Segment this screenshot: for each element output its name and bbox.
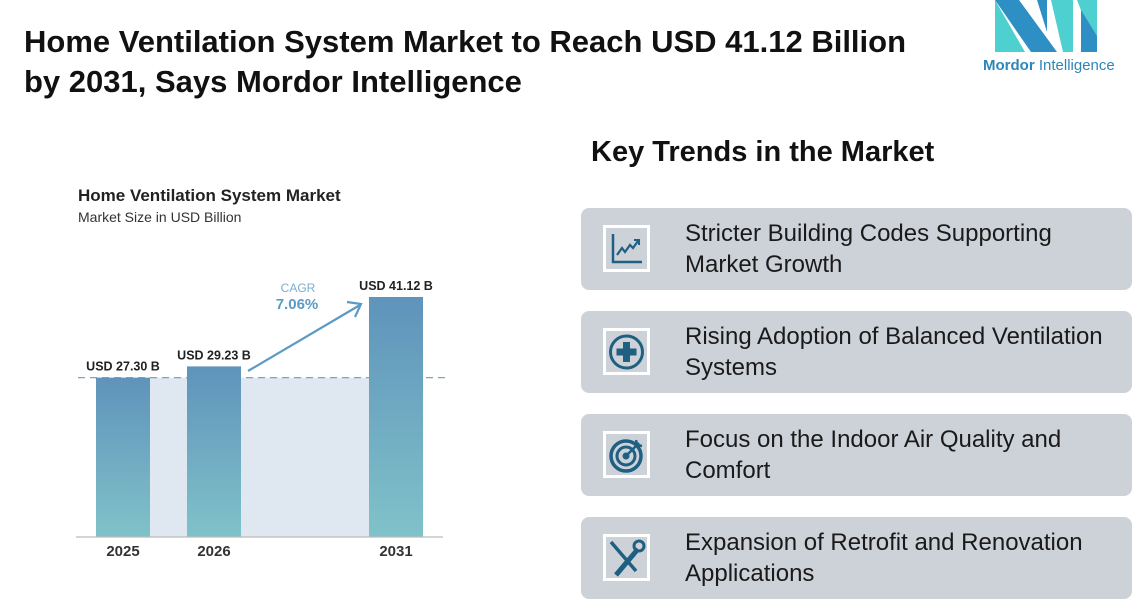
logo-text: Mordor Intelligence [983,57,1115,74]
trend-card: Expansion of Retrofit and Renovation App… [581,517,1132,599]
bar-2026 [187,366,241,537]
x-tick-label: 2026 [197,543,230,560]
plus-circle-icon [609,334,644,370]
reference-band [96,377,423,537]
cagr-label: CAGR [281,281,316,295]
data-label: USD 27.30 B [86,360,160,374]
data-label: USD 29.23 B [177,348,251,362]
bar-2031 [369,297,423,537]
chart-subtitle: Market Size in USD Billion [78,209,242,225]
trend-text: Rising Adoption of Balanced Ventilation … [685,323,1103,381]
chart-title: Home Ventilation System Market [78,186,341,205]
bar-2025 [96,377,150,537]
trend-card: Focus on the Indoor Air Quality and Comf… [581,414,1132,496]
data-label: USD 41.12 B [359,279,433,293]
chart-growth-icon [611,234,642,264]
trend-text: Focus on the Indoor Air Quality and Comf… [685,426,1062,484]
x-tick-label: 2025 [106,543,139,560]
trend-text: Expansion of Retrofit and Renovation App… [685,529,1083,587]
arrow-head-icon [346,300,363,318]
bar-chart: USD 27.30 B 2025 USD 29.23 B 2026 USD 41.12 … [76,279,445,560]
trends-title: Key Trends in the Market [591,136,935,168]
target-icon [609,439,643,473]
cagr-arrow [247,304,361,372]
mordor-logo [995,0,1097,52]
trend-text: Stricter Building Codes Supporting Marke… [685,220,1052,278]
x-tick-label: 2031 [379,543,412,560]
cagr-value: 7.06% [276,296,319,313]
trend-card: Stricter Building Codes Supporting Marke… [581,208,1132,290]
tools-icon [609,539,646,577]
trend-card: Rising Adoption of Balanced Ventilation … [581,311,1132,393]
page-title: Home Ventilation System Market to Reach … [24,24,907,99]
